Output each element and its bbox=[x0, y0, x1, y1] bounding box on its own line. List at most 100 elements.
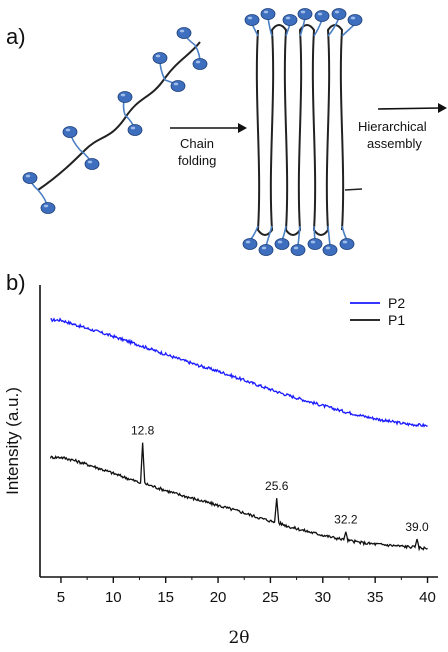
top-bead bbox=[297, 8, 313, 20]
bottom-bead-highlight bbox=[245, 240, 251, 244]
data-point-p1 bbox=[419, 547, 420, 548]
linker bbox=[299, 17, 306, 37]
bottom-bead-highlight bbox=[325, 246, 331, 250]
data-point-p1 bbox=[134, 480, 135, 481]
data-point-p1 bbox=[176, 493, 177, 494]
side-group-bead-highlight bbox=[43, 204, 49, 208]
top-bead-highlight bbox=[350, 16, 356, 20]
x-tick-label: 10 bbox=[105, 589, 122, 606]
extended-chain bbox=[22, 27, 208, 214]
data-point-p2 bbox=[427, 425, 428, 426]
x-axis-title: 2θ bbox=[228, 628, 249, 648]
chain-folding-label-2: folding bbox=[178, 153, 216, 168]
linker bbox=[281, 225, 287, 241]
data-point-p1 bbox=[50, 457, 51, 458]
linker bbox=[341, 225, 348, 241]
linker bbox=[297, 225, 301, 247]
bottom-bead-highlight bbox=[293, 246, 299, 250]
top-bead-highlight bbox=[247, 16, 253, 20]
side-group-bead-highlight bbox=[65, 128, 71, 132]
data-point-p1 bbox=[343, 539, 344, 540]
side-group-bead-highlight bbox=[195, 60, 201, 64]
linker bbox=[265, 225, 273, 247]
xrd-chart: 5 10 15 20 25 30 35 40 2θ Intensity (a.u.) 12.8 25.… bbox=[3, 285, 438, 648]
side-group-bead bbox=[152, 52, 168, 64]
linker bbox=[267, 17, 273, 37]
data-point-p1 bbox=[71, 459, 72, 460]
peak-label: 25.6 bbox=[265, 479, 289, 493]
x-tick-label: 20 bbox=[210, 589, 227, 606]
data-point-p1 bbox=[60, 457, 61, 458]
data-point-p1 bbox=[385, 544, 386, 545]
data-point-p2 bbox=[176, 357, 177, 358]
data-point-p1 bbox=[416, 538, 417, 539]
side-group-bead bbox=[117, 91, 133, 103]
top-bead-highlight bbox=[300, 10, 306, 14]
data-point-p2 bbox=[71, 323, 72, 324]
series-line-p2 bbox=[50, 317, 428, 428]
data-point-p2 bbox=[322, 405, 323, 406]
data-point-p2 bbox=[343, 411, 344, 412]
hierarchical-assembly-label-2: assembly bbox=[367, 136, 422, 151]
x-tick-label: 15 bbox=[157, 589, 174, 606]
data-point-p2 bbox=[259, 385, 260, 386]
data-point-p2 bbox=[113, 336, 114, 337]
data-point-p1 bbox=[276, 498, 277, 499]
data-point-p2 bbox=[197, 364, 198, 365]
panel-b-xrd-chart: b) 5 10 15 20 25 30 35 40 2θ Intensity (a.u.) 12.8… bbox=[3, 270, 438, 648]
data-point-p1 bbox=[92, 465, 93, 466]
side-group-bead-highlight bbox=[87, 160, 93, 164]
data-point-p1 bbox=[144, 483, 145, 484]
bottom-bead bbox=[258, 244, 274, 256]
folded-backbone bbox=[255, 24, 345, 236]
bottom-bead bbox=[290, 244, 306, 256]
top-bead bbox=[244, 14, 260, 26]
data-point-p2 bbox=[406, 423, 407, 424]
data-point-p1 bbox=[142, 442, 143, 443]
side-group-bead-highlight bbox=[25, 174, 31, 178]
y-axis-title: Intensity (a.u.) bbox=[3, 387, 22, 495]
side-group-bead bbox=[192, 58, 208, 70]
side-group-bead-highlight bbox=[173, 82, 179, 86]
side-group-bead bbox=[84, 158, 100, 170]
x-tick-label: 30 bbox=[314, 589, 331, 606]
bottom-bead-highlight bbox=[310, 240, 316, 244]
x-tick-label: 35 bbox=[367, 589, 384, 606]
top-bead bbox=[282, 14, 298, 26]
data-point-p1 bbox=[217, 505, 218, 506]
side-group-bead bbox=[176, 27, 192, 39]
data-point-p1 bbox=[113, 473, 114, 474]
peak-label: 12.8 bbox=[131, 424, 155, 438]
series-line-p1 bbox=[49, 442, 428, 552]
linker bbox=[313, 225, 316, 241]
data-point-p2 bbox=[155, 350, 156, 351]
data-point-p1 bbox=[312, 532, 313, 533]
top-bead bbox=[314, 10, 330, 22]
data-point-p1 bbox=[197, 499, 198, 500]
data-point-p2 bbox=[217, 371, 218, 372]
data-point-p1 bbox=[414, 547, 415, 548]
top-bead bbox=[347, 14, 363, 26]
side-group-bead-highlight bbox=[155, 54, 161, 58]
side-group-bead bbox=[62, 126, 78, 138]
bottom-bead-highlight bbox=[261, 246, 267, 250]
data-point-p1 bbox=[155, 486, 156, 487]
x-tick-label: 5 bbox=[57, 589, 65, 606]
bottom-bead bbox=[242, 238, 258, 250]
lamella-stub bbox=[344, 188, 363, 191]
data-point-p2 bbox=[50, 319, 51, 320]
data-point-p1 bbox=[259, 517, 260, 518]
hierarchical-assembly-label-1: Hierarchical bbox=[358, 119, 427, 134]
peak-label: 39.0 bbox=[405, 520, 429, 534]
top-bead bbox=[331, 8, 347, 20]
panel-a-label: a) bbox=[6, 24, 26, 49]
data-point-p2 bbox=[301, 399, 302, 400]
data-point-p2 bbox=[134, 343, 135, 344]
linker bbox=[327, 225, 331, 247]
chain-side-groups bbox=[22, 27, 208, 214]
linker bbox=[249, 225, 259, 241]
data-point-p2 bbox=[60, 319, 61, 320]
bottom-bead bbox=[307, 238, 323, 250]
data-point-p2 bbox=[364, 416, 365, 417]
side-group-bead bbox=[40, 202, 56, 214]
